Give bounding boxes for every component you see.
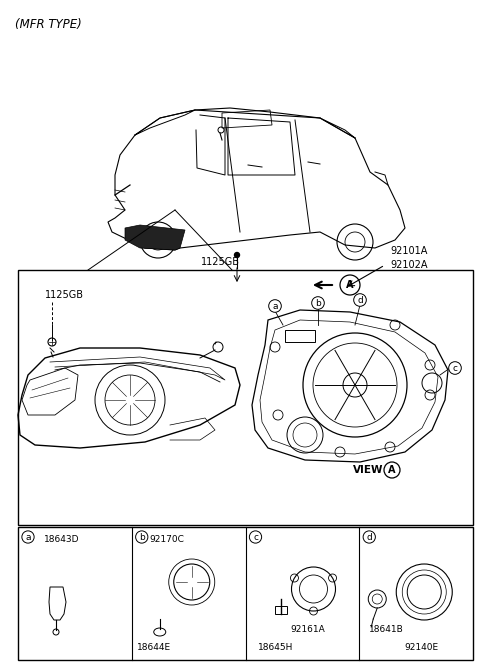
Text: d: d	[366, 532, 372, 542]
Text: b: b	[315, 298, 321, 308]
Text: 18645H: 18645H	[257, 644, 293, 652]
Text: c: c	[253, 532, 258, 542]
Text: (MFR TYPE): (MFR TYPE)	[15, 18, 82, 31]
Text: VIEW: VIEW	[353, 465, 383, 475]
Polygon shape	[125, 225, 185, 250]
Text: 92161A: 92161A	[290, 625, 325, 634]
Text: 1125GB: 1125GB	[201, 257, 240, 267]
Text: 1125GB: 1125GB	[45, 290, 84, 300]
Circle shape	[235, 253, 240, 257]
Text: c: c	[453, 363, 457, 373]
Text: A: A	[388, 465, 396, 475]
Bar	[18, 527, 473, 660]
Text: a: a	[272, 302, 278, 310]
Text: 92170C: 92170C	[150, 534, 185, 544]
Text: A: A	[346, 280, 354, 290]
Text: 18644E: 18644E	[137, 644, 171, 652]
Text: d: d	[357, 296, 363, 304]
Bar	[18, 270, 473, 525]
Text: 92140E: 92140E	[404, 644, 438, 652]
Text: b: b	[139, 532, 144, 542]
Text: a: a	[25, 532, 31, 542]
Bar	[275, 606, 287, 614]
Text: 18643D: 18643D	[44, 534, 80, 544]
Bar	[285, 330, 315, 342]
Text: 92101A
92102A: 92101A 92102A	[390, 247, 428, 270]
Text: 18641B: 18641B	[369, 625, 404, 634]
